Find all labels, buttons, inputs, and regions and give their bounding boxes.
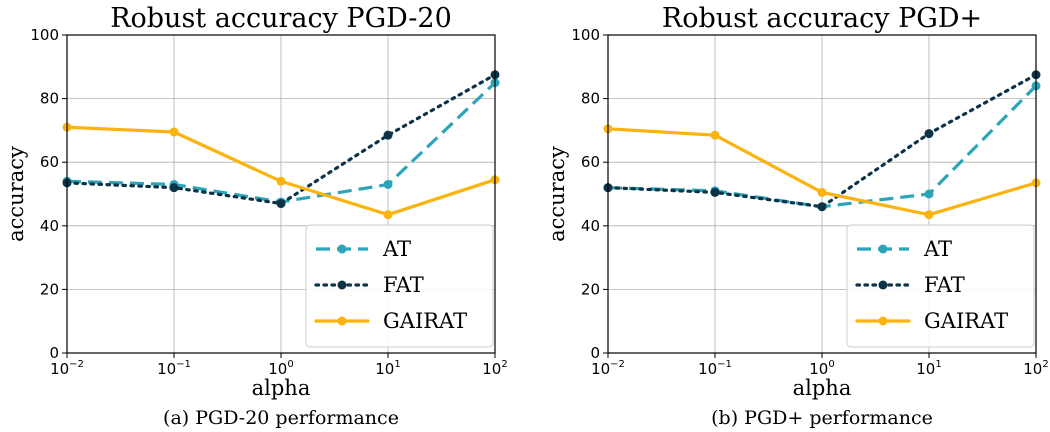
x-tick-label: 101 (375, 359, 400, 378)
data-point-at (924, 189, 934, 199)
legend-label-gairat: GAIRAT (383, 309, 467, 333)
legend-marker-fat (337, 280, 347, 290)
legend-box (305, 224, 494, 348)
y-tick-label: 0 (49, 344, 59, 362)
y-tick-label: 40 (40, 217, 59, 235)
y-tick-label: 40 (581, 217, 600, 235)
y-tick-label: 20 (581, 280, 600, 298)
legend-marker-fat (878, 280, 888, 290)
x-tick-label: 10−1 (698, 359, 732, 378)
x-tick-label: 102 (1023, 359, 1048, 378)
chart-title: Robust accuracy PGD-20 (110, 3, 452, 34)
legend-label-fat: FAT (924, 273, 965, 297)
x-tick-label: 101 (916, 359, 941, 378)
y-tick-label: 60 (581, 153, 600, 171)
y-tick-label: 80 (40, 90, 59, 108)
data-point-fat (383, 130, 393, 140)
data-point-gairat (383, 210, 393, 220)
data-point-fat (710, 187, 720, 197)
data-point-gairat (817, 187, 827, 197)
y-tick-label: 20 (40, 280, 59, 298)
y-axis-label: accuracy (4, 146, 28, 242)
data-point-at (383, 179, 393, 189)
y-axis-label: accuracy (545, 146, 569, 242)
legend-marker-gairat (878, 316, 888, 326)
data-point-gairat (924, 210, 934, 220)
chart-caption: (b) PGD+ performance (711, 407, 933, 429)
x-tick-label: 102 (482, 359, 507, 378)
x-tick-label: 100 (268, 359, 293, 378)
data-point-fat (169, 183, 179, 193)
x-tick-label: 100 (809, 359, 834, 378)
chart-panel-1: 0 20 40 60 80 100 10−2 10−1 100 101 102 Robust accu… (4, 3, 508, 429)
data-point-gairat (169, 127, 179, 137)
legend-label-at: AT (382, 237, 411, 261)
x-tick-label: 10−2 (591, 359, 625, 378)
y-tick-label: 0 (590, 344, 600, 362)
x-axis-label: alpha (793, 376, 852, 400)
legend: AT FAT GAIRAT (305, 224, 494, 348)
legend: AT FAT GAIRAT (846, 224, 1035, 348)
y-tick-label: 100 (571, 26, 600, 44)
legend-box (846, 224, 1035, 348)
legend-marker-at (878, 244, 888, 254)
data-point-fat (924, 129, 934, 139)
legend-label-gairat: GAIRAT (924, 309, 1008, 333)
y-tick-label: 100 (30, 26, 59, 44)
data-point-fat (276, 199, 286, 209)
legend-label-at: AT (923, 237, 952, 261)
chart-caption: (a) PGD-20 performance (163, 407, 399, 429)
data-point-gairat (276, 176, 286, 186)
data-point-fat (817, 202, 827, 212)
x-tick-label: 10−2 (50, 359, 84, 378)
legend-marker-at (337, 244, 347, 254)
chart-title: Robust accuracy PGD+ (662, 3, 982, 34)
chart-panel-2: 0 20 40 60 80 100 10−2 10−1 100 101 102 Robust accu… (545, 3, 1049, 429)
x-axis-label: alpha (252, 376, 311, 400)
y-tick-label: 60 (40, 153, 59, 171)
x-tick-label: 10−1 (157, 359, 191, 378)
legend-label-fat: FAT (383, 273, 424, 297)
data-point-gairat (710, 130, 720, 140)
y-tick-label: 80 (581, 90, 600, 108)
legend-marker-gairat (337, 316, 347, 326)
